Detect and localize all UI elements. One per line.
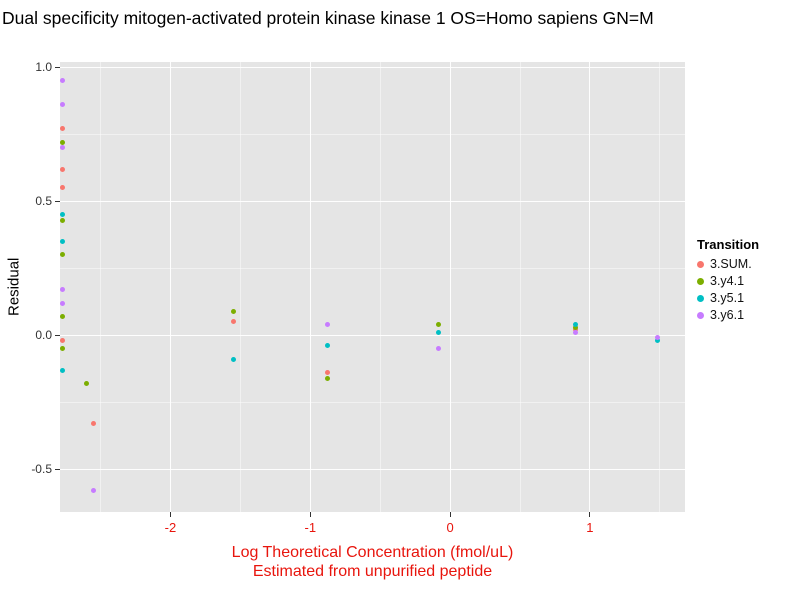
- data-point: [230, 319, 236, 325]
- data-point: [573, 322, 579, 327]
- data-point: [654, 335, 660, 341]
- data-point: [230, 356, 236, 362]
- legend-swatch: [697, 277, 704, 285]
- x-tick-mark: [309, 512, 311, 517]
- legend-item: 3.y4.1: [697, 274, 759, 288]
- y-tick-label: 1.0: [35, 60, 52, 75]
- plot-panel: [60, 62, 685, 512]
- legend-item: 3.y5.1: [697, 291, 759, 305]
- data-point: [573, 330, 579, 336]
- gridline: [60, 66, 685, 68]
- data-point: [60, 139, 66, 145]
- x-tick-mark: [449, 512, 451, 517]
- gridline: [169, 62, 171, 512]
- gridline-minor: [239, 62, 241, 512]
- data-point: [60, 145, 66, 151]
- y-axis-title: Residual: [5, 257, 23, 317]
- data-point: [91, 488, 97, 494]
- x-tick-label: 1: [586, 520, 594, 535]
- data-point: [436, 322, 442, 327]
- x-tick-mark: [169, 512, 171, 517]
- gridline-minor: [100, 62, 102, 512]
- gridline: [589, 62, 591, 512]
- x-tick-label: 0: [446, 520, 454, 535]
- data-point: [324, 343, 330, 349]
- y-tick-label: -0.5: [31, 462, 52, 477]
- x-tick-label: -2: [164, 520, 177, 535]
- gridline: [309, 62, 311, 512]
- x-axis-title-line2: Estimated from unpurified peptide: [252, 563, 493, 581]
- y-tick-mark: [55, 200, 60, 202]
- data-point: [573, 324, 579, 330]
- data-point: [230, 308, 236, 314]
- gridline-minor: [60, 401, 685, 403]
- gridline-minor: [60, 267, 685, 269]
- data-point: [60, 300, 66, 306]
- x-axis-title-line1: Log Theoretical Concentration (fmol/uL): [231, 544, 514, 561]
- legend-swatch: [697, 294, 704, 302]
- legend-swatch: [697, 311, 704, 319]
- legend: Transition 3.SUM. 3.y4.1 3.y5.1 3.y6.1: [697, 237, 759, 322]
- gridline: [60, 468, 685, 470]
- data-point: [436, 346, 442, 352]
- data-point: [60, 166, 66, 172]
- y-tick-label: 0.5: [35, 194, 52, 209]
- legend-item: 3.y6.1: [697, 308, 759, 322]
- data-point: [91, 421, 97, 427]
- gridline: [449, 62, 451, 512]
- data-point: [60, 126, 66, 132]
- y-tick-mark: [55, 66, 60, 68]
- data-point: [60, 238, 66, 244]
- legend-item-label: 3.y5.1: [710, 291, 745, 305]
- gridline: [60, 334, 685, 336]
- data-point: [60, 367, 66, 373]
- data-point: [60, 287, 66, 293]
- gridline-minor: [659, 62, 661, 512]
- x-tick-label: -1: [304, 520, 317, 535]
- data-point: [84, 380, 90, 386]
- x-tick-mark: [589, 512, 591, 517]
- gridline-minor: [519, 62, 521, 512]
- data-point: [60, 313, 66, 319]
- data-point: [60, 338, 66, 344]
- data-point: [60, 78, 66, 84]
- data-point: [60, 346, 66, 352]
- data-point: [60, 185, 66, 191]
- data-point: [60, 212, 66, 218]
- x-axis-title: Log Theoretical Concentration (fmol/uL) …: [60, 543, 685, 581]
- data-point: [60, 102, 66, 108]
- legend-item-label: 3.SUM.: [710, 257, 752, 271]
- gridline-minor: [60, 133, 685, 135]
- data-point: [324, 375, 330, 381]
- data-point: [60, 252, 66, 258]
- y-tick-mark: [55, 468, 60, 470]
- data-point: [573, 327, 579, 333]
- data-point: [654, 338, 660, 344]
- data-point: [324, 322, 330, 327]
- legend-item: 3.SUM.: [697, 257, 759, 271]
- y-tick-label: 0.0: [35, 328, 52, 343]
- legend-item-label: 3.y6.1: [710, 308, 745, 322]
- legend-swatch: [697, 260, 704, 268]
- legend-item-label: 3.y4.1: [710, 274, 745, 288]
- data-point: [60, 217, 66, 223]
- legend-title: Transition: [697, 237, 760, 252]
- gridline: [60, 200, 685, 202]
- data-point: [436, 330, 442, 336]
- gridline-minor: [379, 62, 381, 512]
- data-point: [324, 370, 330, 376]
- y-tick-mark: [55, 334, 60, 336]
- chart-title: Dual specificity mitogen-activated prote…: [2, 8, 654, 28]
